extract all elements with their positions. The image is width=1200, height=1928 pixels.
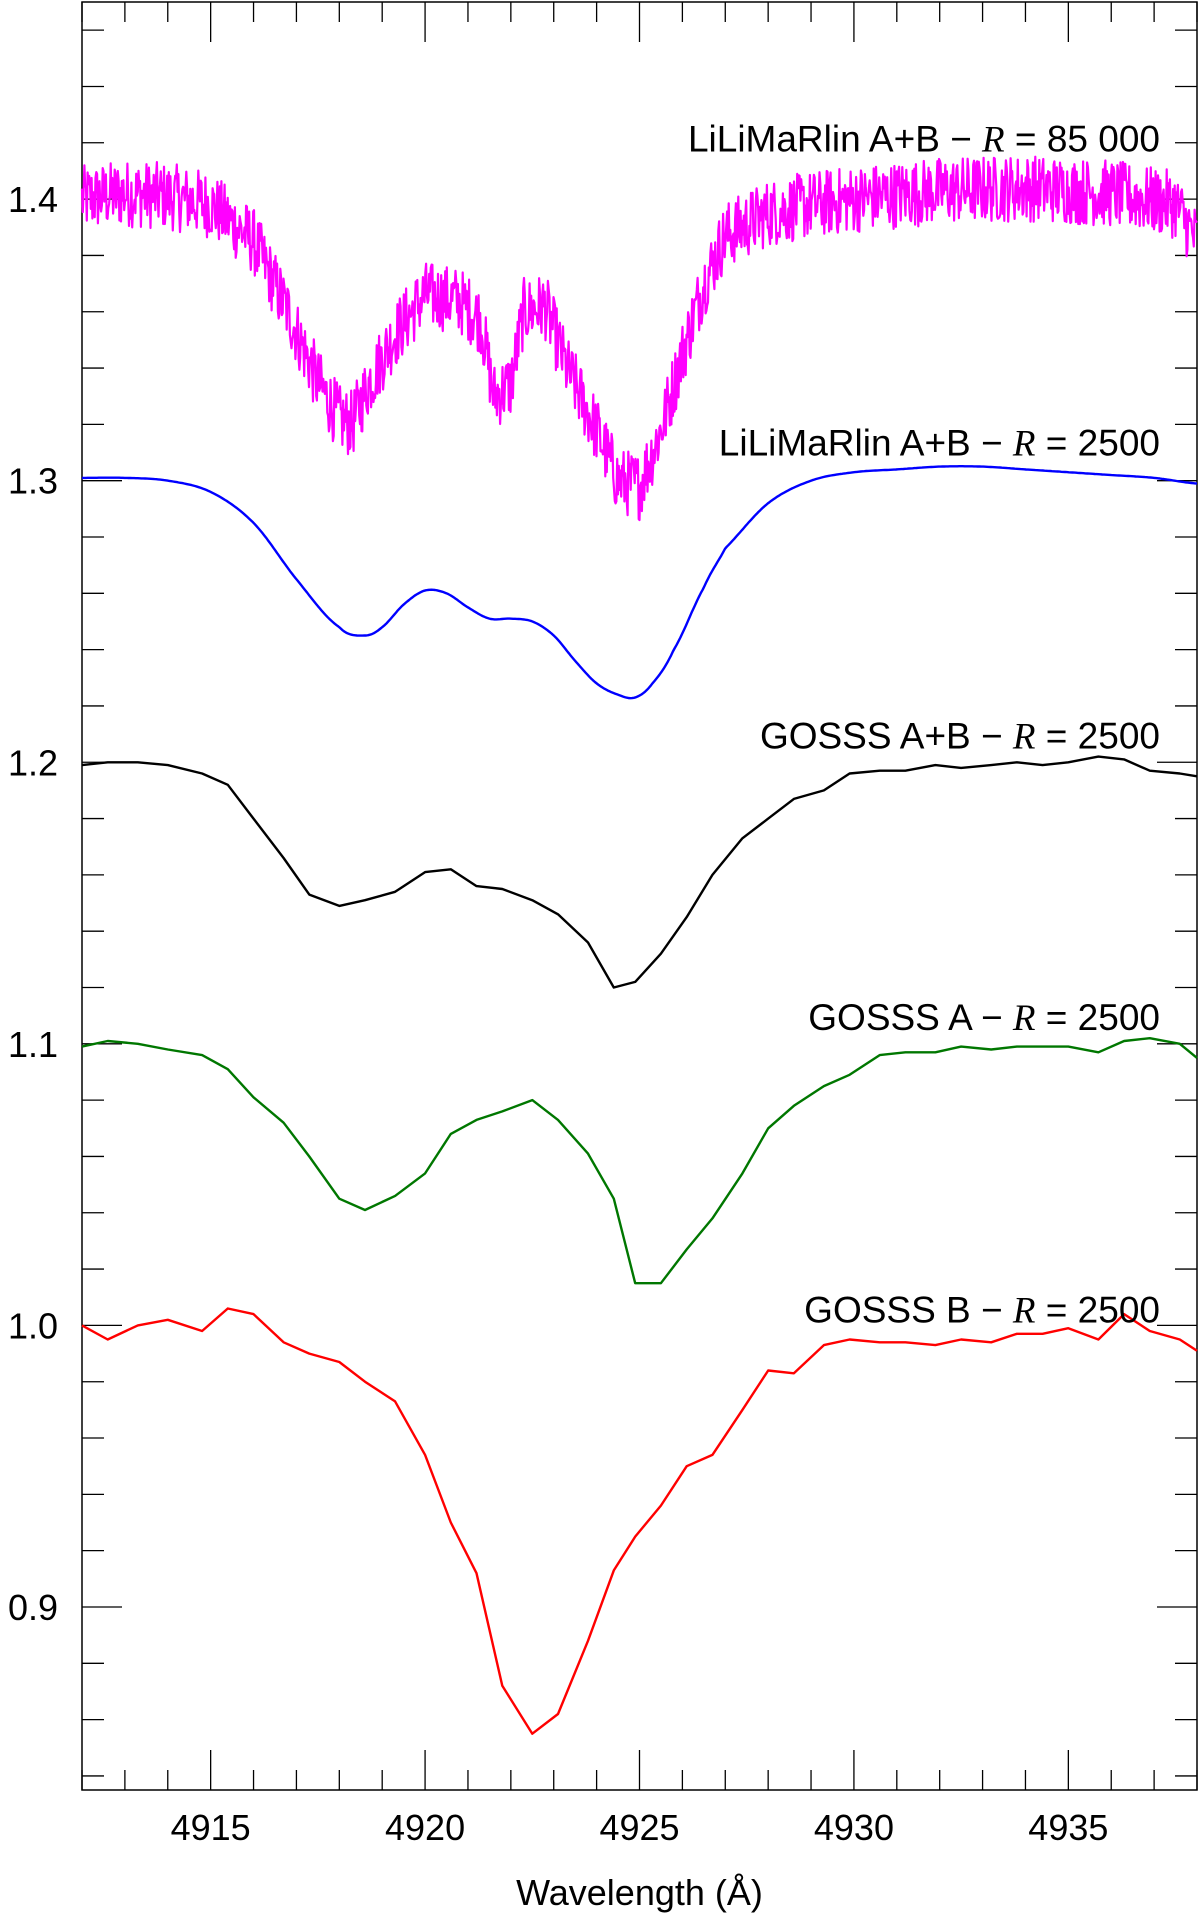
x-tick-label: 4920 — [385, 1807, 465, 1848]
series-label-r: R — [1012, 423, 1036, 464]
series-label-prefix: GOSSS B − — [804, 1290, 1013, 1331]
series-label-r: R — [1012, 716, 1036, 757]
series-line — [80, 155, 1198, 522]
axis-tick-labels: 4915 4920 4925 4930 4935 0.9 1.0 1.1 1.2 1.3 1.4 — [8, 179, 1108, 1848]
series-line — [81, 1307, 1198, 1735]
series-label-prefix: LiLiMaRlin A+B − — [688, 118, 982, 159]
y-tick-label: 1.2 — [8, 742, 58, 783]
y-tick-label: 0.9 — [8, 1587, 58, 1628]
series-line — [82, 465, 1198, 700]
x-axis-title: Wavelength (Å) — [516, 1872, 763, 1913]
series-label: GOSSS A − R = 2500 — [808, 997, 1160, 1039]
y-tick-label: 1.1 — [8, 1024, 58, 1065]
series-label-suffix: = 85 000 — [1005, 118, 1160, 159]
series-label-prefix: GOSSS A − — [808, 997, 1013, 1038]
y-tick-label: 1.0 — [8, 1305, 58, 1346]
series-label: LiLiMaRlin A+B − R = 2500 — [719, 422, 1160, 464]
axis-ticks — [81, 2, 1198, 1790]
y-tick-label: 1.3 — [8, 461, 58, 502]
series-label-prefix: LiLiMaRlin A+B − — [719, 422, 1013, 463]
series-label-suffix: = 2500 — [1036, 997, 1160, 1038]
series-label-prefix: GOSSS A+B − — [760, 715, 1013, 756]
series-line — [81, 1036, 1198, 1285]
series-label-suffix: = 2500 — [1036, 1290, 1160, 1331]
x-tick-label: 4930 — [814, 1807, 894, 1848]
x-tick-label: 4935 — [1028, 1807, 1108, 1848]
series-label: GOSSS B − R = 2500 — [804, 1290, 1160, 1332]
series-label-r: R — [981, 119, 1005, 160]
series-label-r: R — [1012, 1291, 1036, 1332]
x-tick-label: 4925 — [599, 1807, 679, 1848]
series-label: LiLiMaRlin A+B − R = 85 000 — [688, 118, 1160, 160]
series-label-r: R — [1012, 998, 1036, 1039]
series-label-suffix: = 2500 — [1036, 422, 1160, 463]
series-line — [81, 755, 1198, 989]
series-label: GOSSS A+B − R = 2500 — [760, 715, 1160, 757]
y-tick-label: 1.4 — [8, 179, 58, 220]
plot-frame — [81, 1, 1198, 1791]
series-lines — [80, 155, 1198, 1735]
x-tick-label: 4915 — [171, 1807, 251, 1848]
series-label-suffix: = 2500 — [1036, 715, 1160, 756]
